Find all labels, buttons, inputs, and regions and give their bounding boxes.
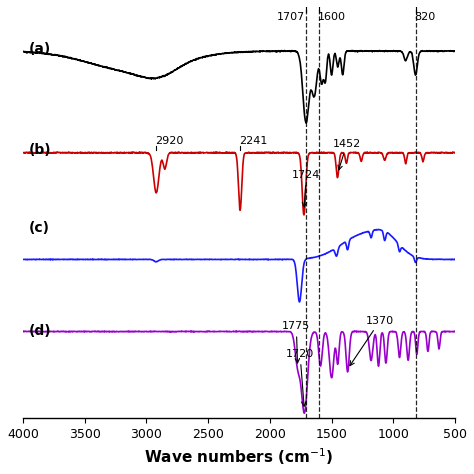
Text: (a): (a) [29,42,51,56]
X-axis label: Wave numbers (cm$^{-1}$): Wave numbers (cm$^{-1}$) [144,447,334,467]
Text: (d): (d) [29,324,52,337]
Text: 1452: 1452 [333,139,361,170]
Text: 820: 820 [415,12,436,22]
Text: 1724: 1724 [292,170,320,207]
Text: 1370: 1370 [350,316,394,365]
Text: 1775: 1775 [282,321,310,363]
Text: 1707: 1707 [277,12,305,22]
Text: (c): (c) [29,221,50,235]
Text: 1600: 1600 [318,12,346,22]
Text: (b): (b) [29,143,52,157]
Text: 2920: 2920 [155,136,183,146]
Text: 2241: 2241 [239,136,267,146]
Text: 1720: 1720 [286,349,314,406]
